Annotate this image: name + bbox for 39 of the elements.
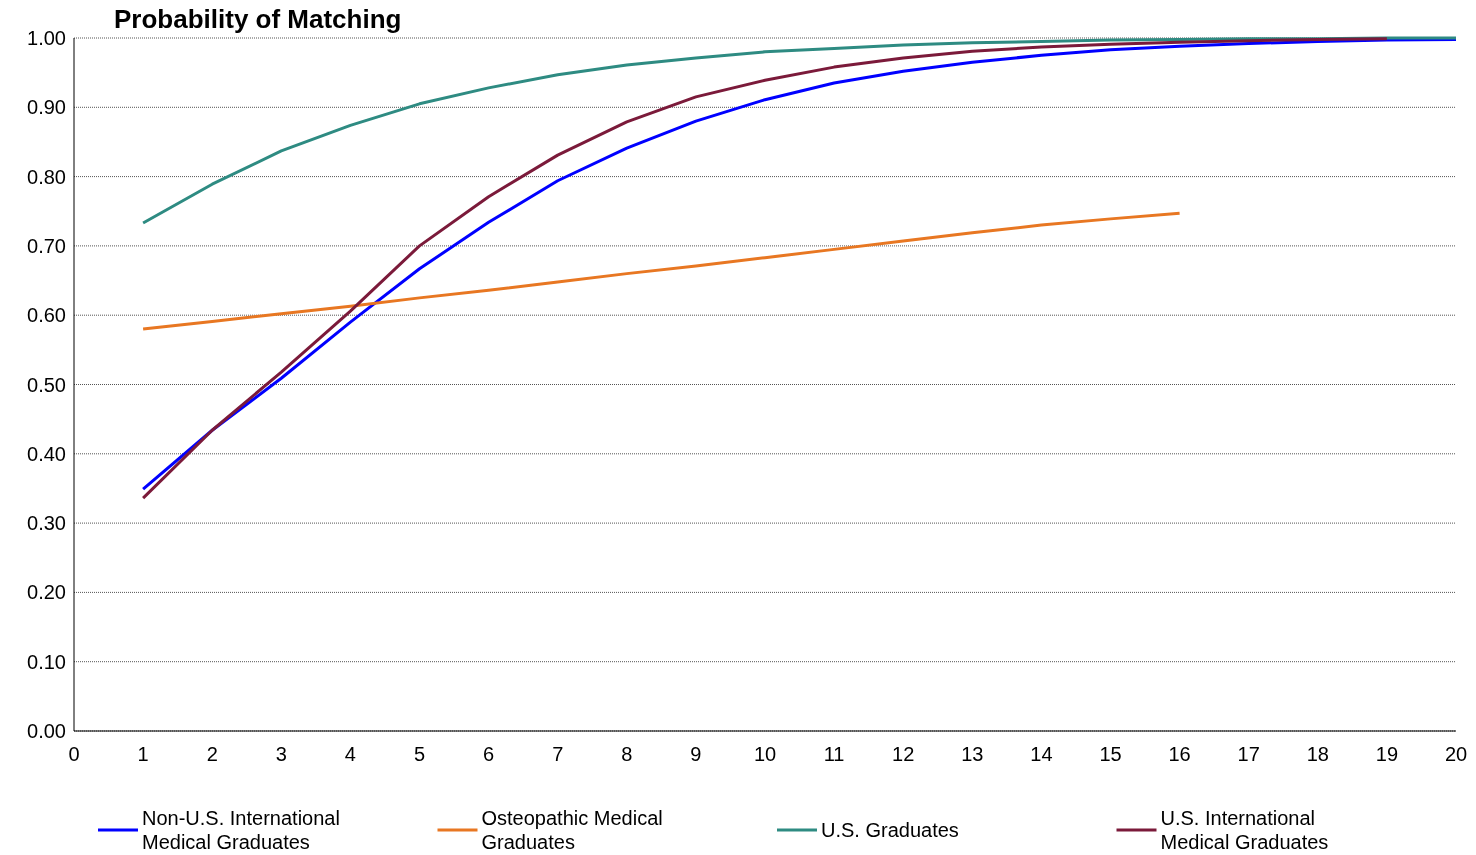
legend-label: U.S. International Medical Graduates [1160,807,1329,853]
x-tick-label: 20 [1444,743,1468,765]
x-tick-label: 3 [275,743,287,765]
y-tick-label: 1.00 [27,27,66,49]
x-tick-label: 0 [68,743,80,765]
x-tick-label: 4 [344,743,356,765]
x-tick-label: 8 [621,743,633,765]
legend-label: Non-U.S. International Medical Graduates [142,807,340,853]
x-tick-label: 9 [690,743,702,765]
y-tick-label: 0.80 [27,165,66,188]
line-series [141,36,1458,225]
y-tick-label: 0.30 [27,512,66,535]
y-tick-label: 0.10 [27,650,66,673]
x-tick-label: 13 [961,743,984,765]
x-tick-label: 14 [1030,743,1053,765]
x-tick-label: 2 [206,743,218,765]
y-tick-label: 0.40 [27,442,66,465]
y-tick-label: 0.90 [27,96,66,119]
y-tick-label: 0.70 [27,234,66,257]
x-tick-label: 5 [413,743,426,765]
legend-label: U.S. Graduates [821,819,959,841]
x-tick-label: 10 [753,743,777,765]
y-tick-label: 0.60 [27,304,66,327]
x-tick-label: 6 [483,743,495,765]
chart-title: Probability of Matching [114,4,402,34]
line-series [141,211,1182,331]
x-tick-label: 15 [1099,743,1122,765]
x-tick-label: 1 [137,743,149,765]
x-tick-label: 11 [823,743,845,765]
x-tick-label: 7 [552,743,564,765]
y-tick-label: 0.20 [27,581,66,604]
x-tick-label: 17 [1237,743,1260,765]
x-tick-label: 16 [1168,743,1191,765]
x-tick-label: 12 [892,743,915,765]
y-tick-label: 0.00 [27,720,66,742]
legend-label: Osteopathic Medical Graduates [481,807,663,853]
x-tick-label: 19 [1375,743,1399,765]
x-tick-label: 18 [1306,743,1329,765]
y-tick-label: 0.50 [27,373,66,396]
